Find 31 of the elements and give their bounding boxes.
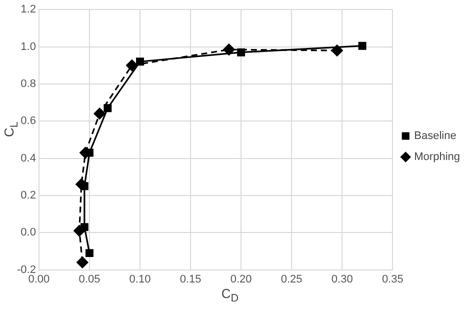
x-tick-label: 0.05 [78,273,100,286]
point [136,58,144,66]
point [94,108,106,120]
y-tick-label: 1.0 [20,40,36,53]
point [80,223,88,232]
x-axis-title: C$_{D}$ [220,286,240,305]
x-tick-label: 0.15 [180,273,202,286]
y-tick-label: 1.2 [20,4,36,16]
x-tick-label: 0.00 [28,273,50,286]
point [126,60,138,72]
point [237,48,246,56]
point [331,44,343,56]
point [80,182,88,190]
x-tick-label: 0.35 [382,273,404,286]
point [223,44,235,56]
x-tick-label: 0.25 [280,273,302,286]
point [104,104,112,112]
y-tick-label: 0.6 [20,115,36,128]
y-tick-label: 0.8 [20,78,36,90]
x-tick-label: 0.20 [230,273,252,286]
y-tick-label: 0.4 [20,152,36,164]
point [86,249,94,258]
x-tick-label: 0.30 [331,273,353,286]
y-tick-label: 0.0 [20,226,36,239]
x-tick-label: 0.10 [129,273,151,286]
legend-label: Morphing [414,151,460,164]
point [358,42,366,50]
y-tick-label: 0.2 [20,189,36,202]
legend-label: Baseline [414,130,456,142]
point [76,256,88,268]
y-tick-label: -0.2 [16,264,36,276]
